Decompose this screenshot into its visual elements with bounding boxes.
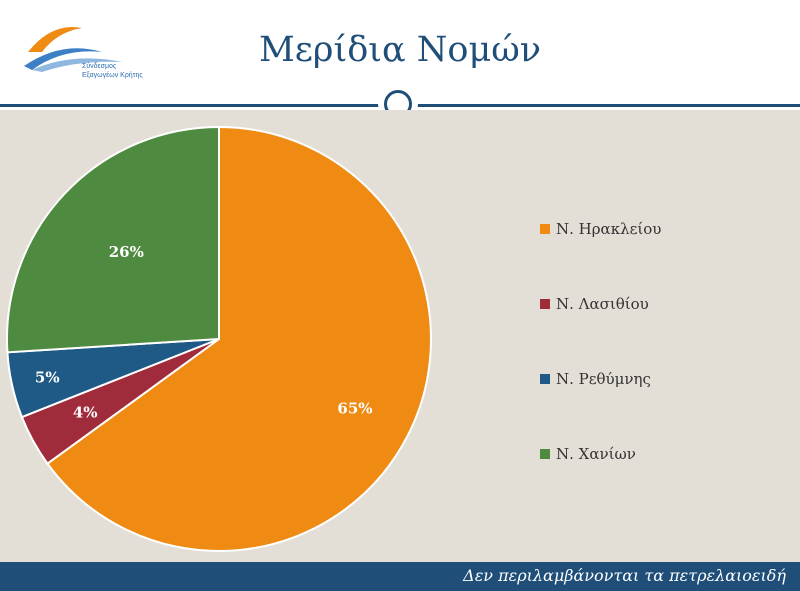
legend-item-chania: Ν. Χανίων (540, 445, 636, 463)
legend-swatch (540, 449, 550, 459)
legend-label: Ν. Ηρακλείου (556, 220, 662, 238)
footer-note: Δεν περιλαμβάνονται τα πετρελαιοειδή (463, 566, 786, 585)
footer-bar: Δεν περιλαμβάνονται τα πετρελαιοειδή (0, 562, 800, 591)
legend-swatch (540, 374, 550, 384)
pie-slice-heraklion (46, 125, 432, 552)
legend-swatch (540, 299, 550, 309)
page-title: Μερίδια Νομών (258, 30, 542, 70)
pie-slice-chania (6, 125, 220, 354)
data-label-rethymno: 5% (35, 368, 60, 386)
data-label-heraklion: 65% (337, 399, 372, 417)
legend-label: Ν. Ρεθύμνης (556, 370, 651, 388)
chart-area: 65% 4% 5% 26% Ν. Ηρακλείου Ν. Λασιθίου Ν. Ρ… (0, 110, 800, 562)
data-label-lasithi: 4% (73, 404, 98, 422)
legend-item-lasithi: Ν. Λασιθίου (540, 295, 649, 313)
logo: Σύνδεσμος Εξαγωγέων Κρήτης (22, 22, 172, 79)
legend-label: Ν. Λασιθίου (556, 295, 649, 313)
legend-swatch (540, 224, 550, 234)
data-label-chania: 26% (109, 243, 144, 261)
legend-item-heraklion: Ν. Ηρακλείου (540, 220, 661, 238)
logo-text: Σύνδεσμος Εξαγωγέων Κρήτης (82, 63, 143, 79)
legend-item-rethymno: Ν. Ρεθύμνης (540, 370, 651, 388)
legend-label: Ν. Χανίων (556, 445, 636, 463)
pie-chart: 65% 4% 5% 26% (6, 125, 432, 552)
